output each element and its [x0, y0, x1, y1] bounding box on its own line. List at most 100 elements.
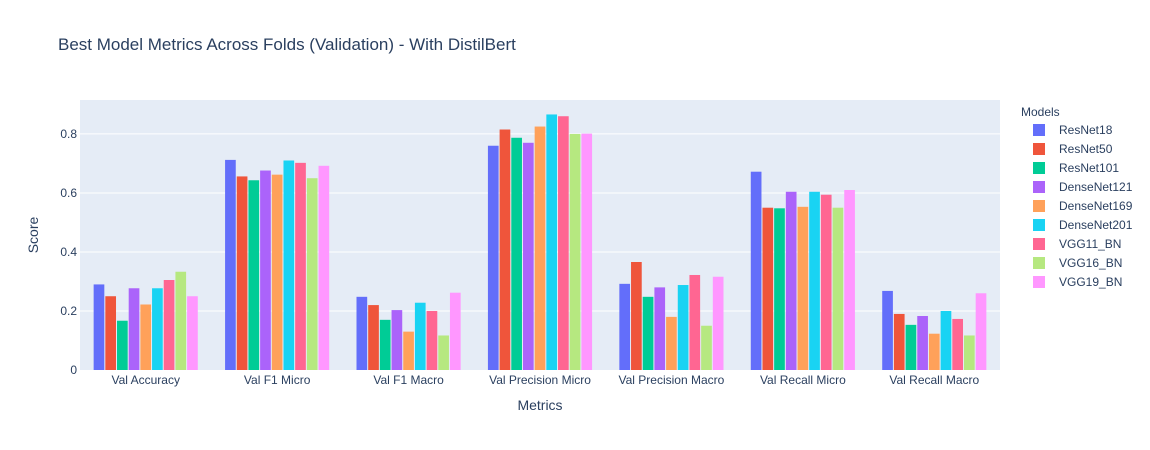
x-axis-title: Metrics [517, 397, 562, 413]
legend-label: ResNet101 [1059, 161, 1119, 175]
legend-label: ResNet50 [1059, 142, 1113, 156]
bar[interactable] [140, 304, 152, 370]
bar[interactable] [893, 313, 905, 370]
legend-item[interactable]: DenseNet121 [1033, 180, 1133, 194]
legend-swatch [1033, 219, 1045, 231]
x-tick-label: Val Accuracy [111, 373, 179, 387]
legend-label: VGG19_BN [1059, 275, 1122, 289]
legend-title: Models [1021, 105, 1060, 119]
bar[interactable] [762, 207, 774, 370]
bar[interactable] [785, 191, 797, 370]
x-tick-label: Val F1 Micro [244, 373, 311, 387]
legend-item[interactable]: VGG11_BN [1033, 237, 1121, 251]
x-tick-label: Val Recall Macro [889, 373, 979, 387]
x-tick-label: Val Precision Micro [489, 373, 591, 387]
y-axis-title: Score [25, 217, 41, 254]
bar[interactable] [236, 176, 248, 370]
bar[interactable] [701, 325, 712, 370]
legend-item[interactable]: ResNet50 [1033, 142, 1113, 156]
legend[interactable]: Models ResNet18 ResNet50 ResNet101 DenseNet… [1021, 105, 1133, 289]
bar[interactable] [809, 191, 820, 370]
bar[interactable] [928, 333, 940, 370]
bar[interactable] [832, 207, 844, 370]
bar[interactable] [105, 296, 117, 370]
bar[interactable] [619, 283, 631, 370]
bar[interactable] [368, 305, 379, 370]
legend-label: DenseNet121 [1059, 180, 1133, 194]
legend-swatch [1033, 276, 1045, 288]
bar[interactable] [975, 293, 987, 370]
bar[interactable] [581, 133, 593, 370]
bar[interactable] [391, 310, 403, 370]
bar[interactable] [677, 285, 689, 370]
bar[interactable] [882, 290, 893, 370]
bar[interactable] [260, 170, 271, 370]
bar[interactable] [271, 174, 283, 370]
bar[interactable] [248, 180, 260, 370]
bar[interactable] [666, 316, 677, 370]
bars [93, 114, 987, 371]
legend-swatch [1033, 162, 1045, 174]
bar[interactable] [499, 129, 511, 370]
bar[interactable] [487, 145, 499, 370]
legend-item[interactable]: ResNet101 [1033, 161, 1119, 175]
bar[interactable] [295, 162, 306, 370]
bar[interactable] [569, 133, 581, 370]
legend-item[interactable]: DenseNet201 [1033, 218, 1133, 232]
bar[interactable] [546, 114, 558, 370]
chart-title: Best Model Metrics Across Folds (Validat… [58, 35, 516, 54]
bar[interactable] [225, 159, 236, 370]
bar[interactable] [306, 178, 318, 370]
bar[interactable] [820, 194, 832, 370]
bar[interactable] [511, 137, 522, 370]
legend-item[interactable]: ResNet18 [1033, 123, 1113, 137]
bar[interactable] [175, 271, 187, 370]
bar[interactable] [414, 302, 426, 370]
bar[interactable] [128, 288, 140, 370]
bar[interactable] [631, 262, 642, 370]
bar[interactable] [187, 296, 198, 370]
bar[interactable] [774, 208, 785, 370]
bar[interactable] [558, 116, 569, 370]
bar[interactable] [940, 310, 952, 370]
bar[interactable] [642, 296, 654, 370]
bar[interactable] [797, 206, 809, 370]
bar[interactable] [917, 316, 928, 370]
y-tick-label: 0.8 [60, 127, 77, 141]
bar[interactable] [318, 165, 330, 370]
legend-swatch [1033, 124, 1045, 136]
bar[interactable] [403, 331, 414, 370]
bar[interactable] [952, 318, 963, 370]
legend-swatch [1033, 181, 1045, 193]
legend-label: DenseNet169 [1059, 199, 1133, 213]
bar[interactable] [654, 287, 666, 370]
bar[interactable] [163, 280, 175, 370]
x-tick-label: Val F1 Macro [373, 373, 444, 387]
bar[interactable] [426, 310, 438, 370]
legend-label: VGG16_BN [1059, 256, 1122, 270]
bar[interactable] [152, 288, 163, 370]
bar[interactable] [534, 126, 546, 371]
x-axis-ticks: Val Accuracy Val F1 Micro Val F1 Macro Val … [111, 373, 979, 387]
legend-item[interactable]: VGG19_BN [1033, 275, 1122, 289]
legend-items[interactable]: ResNet18 ResNet50 ResNet101 DenseNet121 Dens… [1033, 123, 1133, 289]
bar[interactable] [844, 190, 855, 370]
bar[interactable] [750, 171, 762, 370]
bar[interactable] [449, 292, 461, 370]
bar[interactable] [522, 142, 534, 370]
y-axis-ticks: 0 0.2 0.4 0.6 0.8 [60, 127, 77, 377]
bar[interactable] [356, 296, 368, 370]
bar[interactable] [438, 335, 449, 370]
legend-item[interactable]: DenseNet169 [1033, 199, 1133, 213]
bar[interactable] [283, 160, 295, 370]
bar[interactable] [93, 284, 105, 370]
y-tick-label: 0.6 [60, 186, 77, 200]
bar[interactable] [689, 274, 701, 370]
legend-item[interactable]: VGG16_BN [1033, 256, 1122, 270]
bar[interactable] [905, 324, 917, 370]
bar[interactable] [712, 276, 724, 370]
bar[interactable] [379, 319, 391, 370]
bar[interactable] [117, 320, 128, 370]
bar[interactable] [963, 335, 975, 370]
